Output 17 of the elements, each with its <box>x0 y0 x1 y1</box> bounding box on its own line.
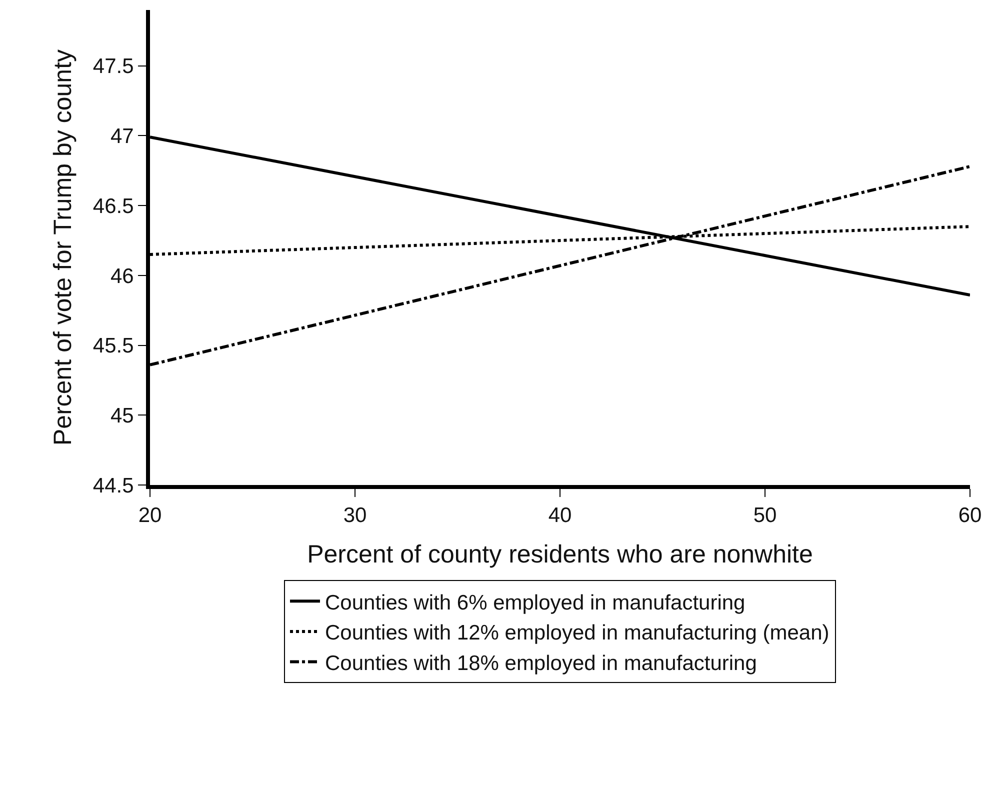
x-tick-label: 40 <box>548 504 572 528</box>
y-tick-label: 44.5 <box>92 474 134 498</box>
y-tick-label: 46 <box>110 264 134 288</box>
y-tick-label: 45.5 <box>92 334 134 358</box>
x-tick-label: 60 <box>958 504 982 528</box>
legend-label: Counties with 12% employed in manufacturing (mean) <box>325 622 830 645</box>
y-axis-title: Percent of vote for Trump by county <box>49 48 78 446</box>
x-tick-label: 30 <box>343 504 367 528</box>
y-tick-label: 47 <box>110 125 134 148</box>
y-tick-label: 47.5 <box>92 55 134 78</box>
legend-label: Counties with 6% employed in manufacturing <box>325 591 746 614</box>
x-tick-label: 20 <box>138 504 162 528</box>
y-tick-label: 46.5 <box>92 194 134 218</box>
y-tick-label: 45 <box>110 404 134 428</box>
x-axis-title: Percent of county residents who are nonwhite <box>307 540 813 569</box>
legend-label: Counties with 18% employed in manufacturing <box>325 652 757 675</box>
x-tick-label: 50 <box>753 504 777 528</box>
